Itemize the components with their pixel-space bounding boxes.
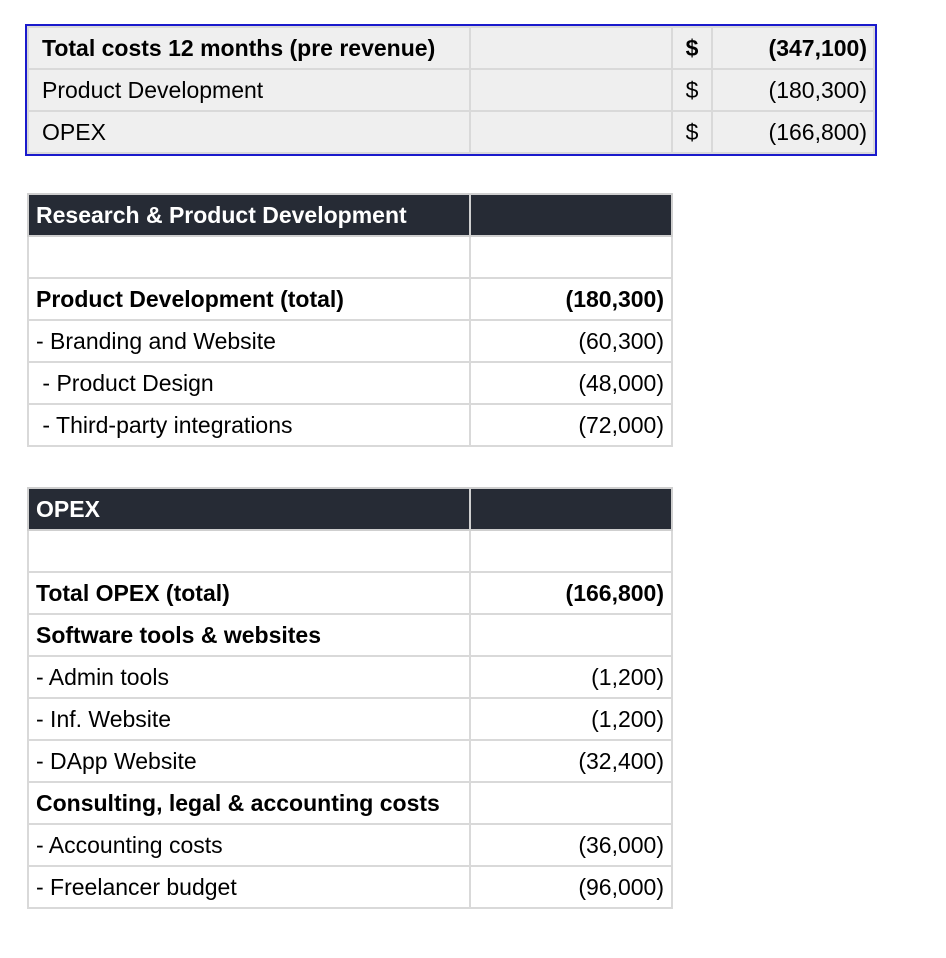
table-row: - Accounting costs (36,000): [27, 823, 673, 867]
table-row: - Freelancer budget (96,000): [27, 865, 673, 909]
empty-cell[interactable]: [469, 487, 673, 531]
row-value[interactable]: (32,400): [469, 739, 673, 783]
summary-amount-opex[interactable]: (166,800): [711, 110, 875, 154]
rnd-cost-table: Research & Product Development Product D…: [27, 193, 673, 447]
opex-cost-table: OPEX Total OPEX (total) (166,800) Softwa…: [27, 487, 673, 909]
summary-label-product-development[interactable]: Product Development: [27, 68, 471, 112]
row-value[interactable]: (180,300): [469, 277, 673, 321]
row-value[interactable]: (1,200): [469, 655, 673, 699]
row-value[interactable]: (1,200): [469, 697, 673, 741]
section-header-row: OPEX: [27, 487, 673, 531]
table-row: Software tools & websites: [27, 613, 673, 657]
empty-cell[interactable]: [469, 110, 673, 154]
currency-symbol[interactable]: $: [671, 26, 713, 70]
summary-label-opex[interactable]: OPEX: [27, 110, 471, 154]
empty-cell[interactable]: [469, 26, 673, 70]
currency-symbol[interactable]: $: [671, 68, 713, 112]
subsection-label[interactable]: Software tools & websites: [27, 613, 471, 657]
row-label[interactable]: - Freelancer budget: [27, 865, 471, 909]
section-title-rnd[interactable]: Research & Product Development: [27, 193, 471, 237]
table-row: Total OPEX (total) (166,800): [27, 571, 673, 615]
table-row: Product Development (total) (180,300): [27, 277, 673, 321]
currency-symbol[interactable]: $: [671, 110, 713, 154]
table-row: [27, 235, 673, 279]
table-row: - Admin tools (1,200): [27, 655, 673, 699]
table-row: Consulting, legal & accounting costs: [27, 781, 673, 825]
section-title-opex[interactable]: OPEX: [27, 487, 471, 531]
row-value[interactable]: (96,000): [469, 865, 673, 909]
table-row: [27, 529, 673, 573]
empty-cell[interactable]: [469, 235, 673, 279]
empty-cell[interactable]: [469, 193, 673, 237]
empty-cell[interactable]: [469, 529, 673, 573]
summary-label-total[interactable]: Total costs 12 months (pre revenue): [27, 26, 471, 70]
table-row: - Inf. Website (1,200): [27, 697, 673, 741]
row-value[interactable]: (166,800): [469, 571, 673, 615]
table-row: - Product Design (48,000): [27, 361, 673, 405]
empty-cell[interactable]: [27, 235, 471, 279]
row-value[interactable]: (48,000): [469, 361, 673, 405]
row-label[interactable]: - Accounting costs: [27, 823, 471, 867]
row-value[interactable]: [469, 613, 673, 657]
row-label[interactable]: - Inf. Website: [27, 697, 471, 741]
table-row: - DApp Website (32,400): [27, 739, 673, 783]
row-label[interactable]: - Branding and Website: [27, 319, 471, 363]
row-value[interactable]: [469, 781, 673, 825]
table-row: - Branding and Website (60,300): [27, 319, 673, 363]
section-header-row: Research & Product Development: [27, 193, 673, 237]
table-row: - Third-party integrations (72,000): [27, 403, 673, 447]
row-value[interactable]: (36,000): [469, 823, 673, 867]
row-label[interactable]: - DApp Website: [27, 739, 471, 783]
row-label[interactable]: - Product Design: [27, 361, 471, 405]
row-label[interactable]: Total OPEX (total): [27, 571, 471, 615]
subsection-label[interactable]: Consulting, legal & accounting costs: [27, 781, 471, 825]
row-label[interactable]: - Admin tools: [27, 655, 471, 699]
row-value[interactable]: (60,300): [469, 319, 673, 363]
table-row: Product Development $ (180,300): [27, 68, 875, 112]
table-row: Total costs 12 months (pre revenue) $ (3…: [27, 26, 875, 70]
empty-cell[interactable]: [27, 529, 471, 573]
empty-cell[interactable]: [469, 68, 673, 112]
summary-amount-total[interactable]: (347,100): [711, 26, 875, 70]
row-value[interactable]: (72,000): [469, 403, 673, 447]
row-label[interactable]: Product Development (total): [27, 277, 471, 321]
table-row: OPEX $ (166,800): [27, 110, 875, 154]
row-label[interactable]: - Third-party integrations: [27, 403, 471, 447]
summary-amount-product-development[interactable]: (180,300): [711, 68, 875, 112]
cost-summary-table: Total costs 12 months (pre revenue) $ (3…: [25, 24, 877, 156]
